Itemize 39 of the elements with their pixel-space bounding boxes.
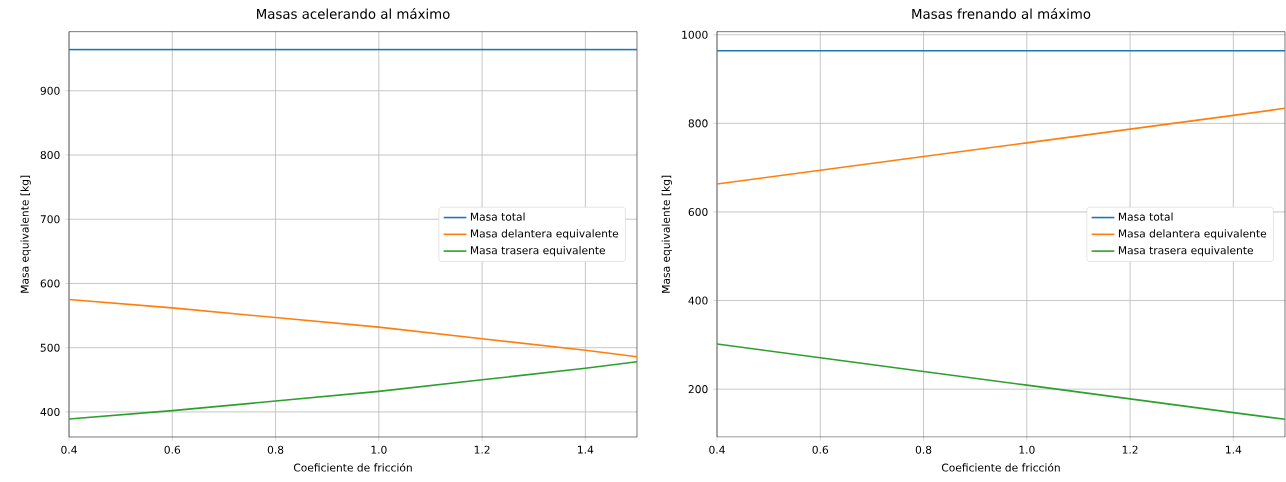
y-tick-label: 200	[688, 385, 708, 394]
legend-label: Masa delantera equivalente	[470, 229, 619, 240]
y-tick-label: 600	[688, 207, 708, 216]
x-tick-label: 1.2	[474, 445, 490, 454]
legend-label: Masa total	[1118, 212, 1173, 221]
legend-label: Masa total	[470, 212, 525, 221]
legend-label: Masa delantera equivalente	[1118, 229, 1267, 240]
x-tick-label: 0.8	[267, 445, 284, 454]
y-tick-label: 1000	[682, 30, 708, 39]
line-series	[717, 343, 1285, 421]
x-tick-label: 0.6	[164, 445, 181, 454]
y-tick-label: 600	[40, 279, 60, 288]
x-tick-label: 1.0	[371, 445, 387, 454]
y-tick-label: 800	[688, 119, 708, 128]
chart-title: Masas acelerando al máximo	[257, 8, 450, 19]
y-tick-label: 700	[40, 215, 60, 224]
x-tick-label: 1.4	[578, 445, 594, 454]
line-series	[69, 298, 638, 358]
y-axis-title: Masa equivalente [kg]	[661, 175, 672, 293]
y-tick-label: 500	[40, 343, 60, 352]
x-tick-label: 0.8	[915, 445, 932, 454]
x-tick-label: 0.4	[709, 445, 725, 454]
x-tick-label: 1.0	[1019, 445, 1035, 454]
y-tick-label: 900	[40, 86, 60, 95]
legend-label: Masa trasera equivalente	[1118, 246, 1254, 257]
legend-label: Masa trasera equivalente	[470, 246, 606, 257]
x-tick-label: 0.4	[61, 445, 77, 454]
y-tick-label: 400	[40, 407, 60, 416]
chart-title: Masas frenando al máximo	[912, 8, 1091, 19]
line-series	[69, 361, 638, 420]
x-axis-title: Coeficiente de fricción	[941, 462, 1060, 472]
x-tick-label: 0.6	[812, 445, 829, 454]
x-axis-title: Coeficiente de fricción	[293, 462, 412, 472]
y-tick-label: 800	[40, 150, 60, 160]
y-tick-label: 400	[688, 296, 708, 305]
y-axis-title: Masa equivalente [kg]	[20, 175, 31, 293]
line-series	[717, 107, 1285, 185]
x-tick-label: 1.2	[1122, 445, 1138, 454]
x-tick-label: 1.4	[1226, 445, 1242, 454]
